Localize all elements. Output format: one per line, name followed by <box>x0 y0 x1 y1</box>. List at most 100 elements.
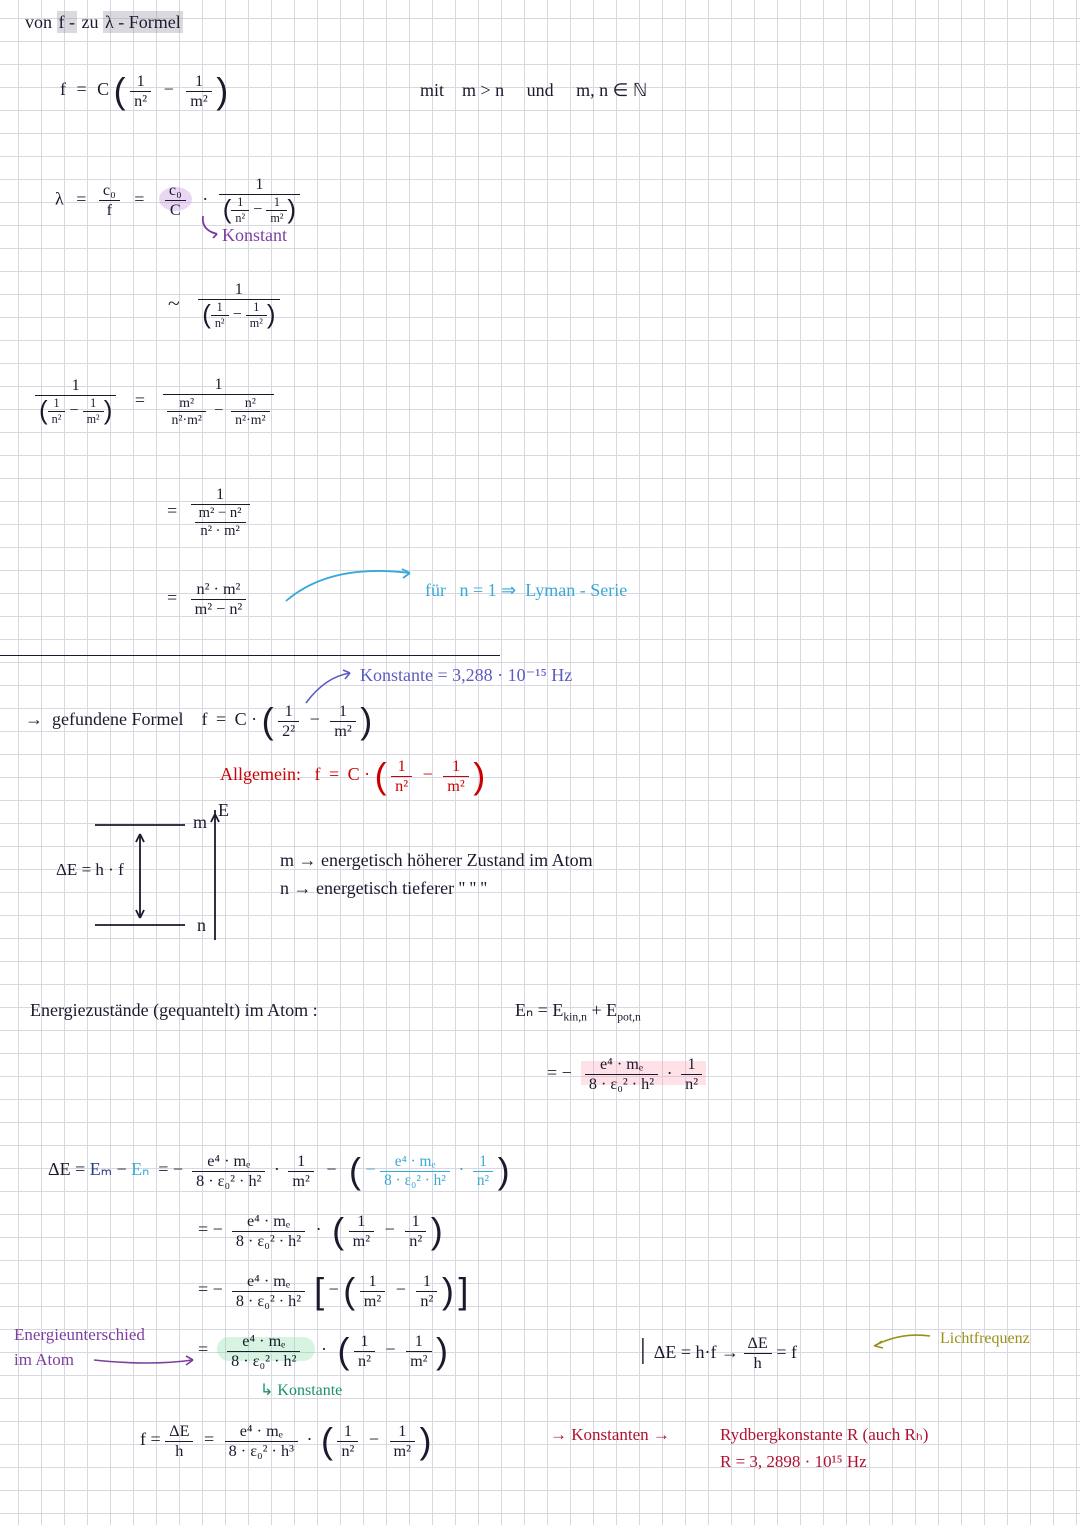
l2-rn: 1 <box>219 175 300 194</box>
l4-lbn: 1 <box>83 396 104 411</box>
de2-an: 1 <box>349 1212 374 1231</box>
en-kin: kin,n <box>563 1011 587 1024</box>
de4-rp: ) <box>436 1330 448 1371</box>
t-zu: zu <box>82 12 99 32</box>
de4-bn: 1 <box>406 1332 431 1351</box>
ff-ad: 2² <box>278 721 299 741</box>
l4-lad: n² <box>48 411 66 427</box>
ev-d: 8 · ε₀² · h² <box>585 1074 658 1094</box>
de3-an: 1 <box>360 1272 385 1291</box>
l4-bn: n² <box>231 395 269 411</box>
de2-bn: 1 <box>405 1212 426 1231</box>
de1-d2: 8 · ε₀² · h² <box>380 1171 450 1190</box>
eq-l6: = n² · m²m² − n² <box>167 580 246 619</box>
l3-t: ~ <box>168 291 180 315</box>
de1-dt2: · <box>458 1159 464 1179</box>
fn-1n: ΔE <box>165 1422 193 1441</box>
de3-m: − <box>396 1279 406 1299</box>
fn-d: 8 · ε₀² · h³ <box>225 1441 298 1461</box>
de4-m: − <box>385 1339 395 1359</box>
l1-rp: ) <box>216 70 228 111</box>
de1-m2: − <box>326 1159 336 1179</box>
de4-lp: ( <box>337 1330 349 1371</box>
l4-m: − <box>69 401 78 419</box>
arrow-lichtfreq <box>870 1328 940 1353</box>
l1-c2: m, n ∈ ℕ <box>576 80 647 100</box>
l3-m: − <box>233 305 242 323</box>
l1-minus: − <box>164 79 174 99</box>
l4-ln: 1 <box>35 376 116 395</box>
l2-C: C <box>165 200 186 220</box>
fn-bn: 1 <box>390 1422 415 1441</box>
ev-dot: · <box>667 1063 673 1083</box>
de2-bd: n² <box>405 1231 426 1251</box>
ff-bd: m² <box>330 721 355 741</box>
l6-d: m² − n² <box>191 599 247 619</box>
de4-ad: n² <box>354 1351 375 1371</box>
l2-eq2: = <box>134 189 144 209</box>
l4-rn: 1 <box>163 375 273 394</box>
de3-d: 8 · ε₀² · h² <box>232 1291 305 1311</box>
de1-lp: ( <box>349 1150 361 1191</box>
de2-lp: ( <box>332 1210 344 1251</box>
de3-rb: ] <box>458 1270 468 1311</box>
de2-dot: · <box>316 1219 322 1239</box>
l2-m: − <box>253 200 262 218</box>
l3-lp: ( <box>202 301 211 329</box>
ly-c: n = 1 ⇒ <box>460 580 517 600</box>
ag-rp: ) <box>473 755 485 796</box>
de-l4-label2: im Atom <box>14 1350 74 1370</box>
de1-en: Eₙ <box>131 1159 149 1179</box>
l3-rp: ) <box>267 301 276 329</box>
de1-rp: ) <box>498 1150 510 1191</box>
de4-an: 1 <box>354 1332 375 1351</box>
konstante-val: Konstante = 3,288 · 10⁻¹⁵ Hz <box>360 665 572 686</box>
ag-an: 1 <box>391 757 412 776</box>
ff-rp: ) <box>360 700 372 741</box>
ag-lp: ( <box>375 755 387 796</box>
l4-ad: n²·m² <box>167 411 205 428</box>
de1-n: e⁴ · mₑ <box>192 1152 265 1171</box>
l1-cond: mit m > n und m, n ∈ ℕ <box>420 80 647 101</box>
de2-rp: ) <box>431 1210 443 1251</box>
de4-eq: = <box>198 1339 208 1359</box>
l5-dn: m² − n² <box>195 505 246 522</box>
l2-rad: n² <box>231 210 249 226</box>
l1-b-n: 1 <box>186 72 211 91</box>
ag-bd: m² <box>443 776 468 796</box>
note-n: n → energetisch tieferer '' '' '' <box>280 878 487 899</box>
ev-2n: 1 <box>681 1055 702 1074</box>
ff-d: · <box>251 709 257 729</box>
l1-C: C <box>97 79 109 99</box>
ly-fur: für <box>425 580 446 600</box>
de3-ad: m² <box>360 1291 385 1311</box>
de1-d: 8 · ε₀² · h² <box>192 1171 265 1191</box>
l4-lrp: ) <box>104 397 113 425</box>
ev-2d: n² <box>681 1074 702 1094</box>
fn-m: − <box>369 1429 379 1449</box>
l3-rbd: m² <box>246 315 267 331</box>
t-f: f - <box>57 11 78 33</box>
l2-f: f <box>99 200 120 220</box>
ff-bn: 1 <box>330 702 355 721</box>
fn-n: e⁴ · mₑ <box>225 1422 298 1441</box>
de1-m: − <box>116 1159 126 1179</box>
ag-d: · <box>364 764 370 784</box>
fn-bd: m² <box>390 1441 415 1461</box>
de3-n: e⁴ · mₑ <box>232 1272 305 1291</box>
l5-n: 1 <box>191 485 250 504</box>
l2-dot: · <box>202 189 208 209</box>
de1-2n: 1 <box>473 1153 493 1171</box>
dg-m: m <box>193 812 207 833</box>
ag-c: C <box>348 764 360 784</box>
l3-rbn: 1 <box>246 300 267 315</box>
l4-lp: ( <box>39 397 48 425</box>
arrow-energieunt <box>90 1350 200 1370</box>
de2-m: − <box>385 1219 395 1239</box>
note-lichtfreq: Lichtfrequenz <box>940 1330 1030 1348</box>
de1-dot: · <box>274 1159 280 1179</box>
l4-eq: = <box>135 390 145 410</box>
l1-und: und <box>527 80 554 100</box>
ev-n: e⁴ · mₑ <box>585 1055 658 1074</box>
ag-eq: = <box>329 764 339 784</box>
